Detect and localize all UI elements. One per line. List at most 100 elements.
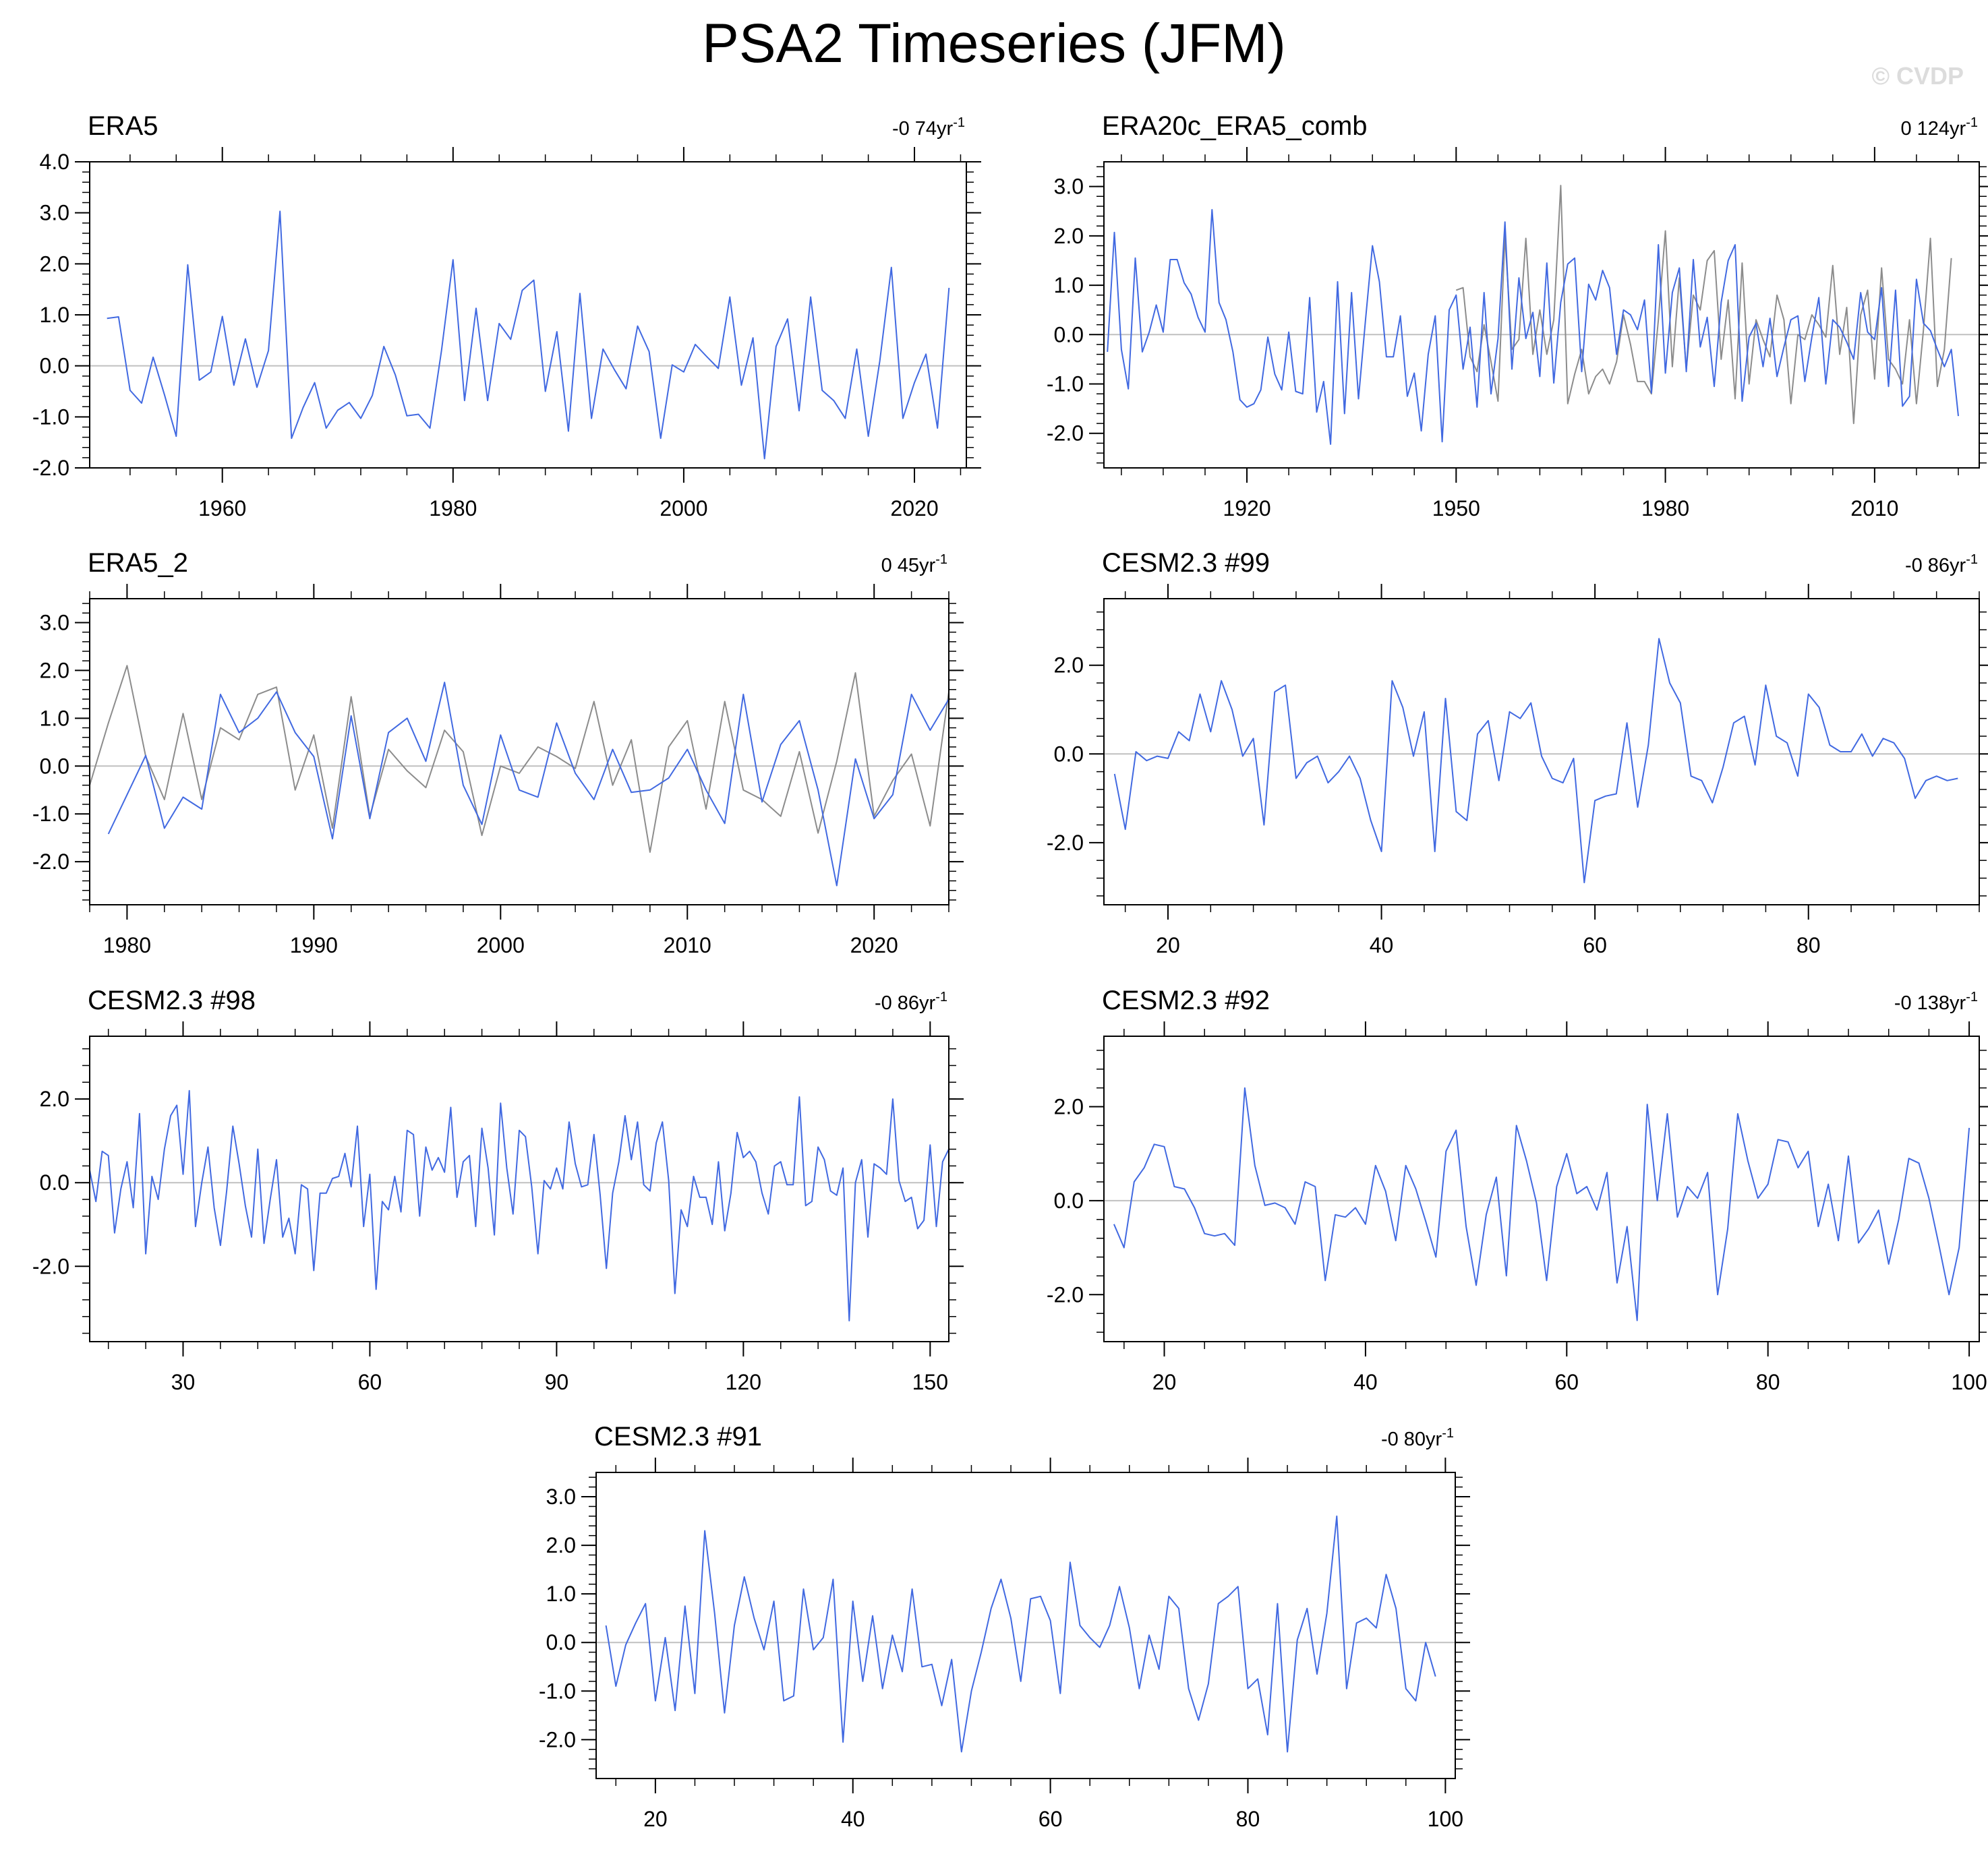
x-tick-label: 1980 <box>103 933 151 957</box>
series-line-primary <box>107 682 949 887</box>
plot-frame <box>89 598 949 905</box>
panel-title: CESM2.3 #92 <box>1102 986 1270 1015</box>
trend-exponent: -1 <box>953 115 965 130</box>
y-tick-label: -2.0 <box>1047 831 1084 855</box>
x-tick-label: 1950 <box>1432 496 1480 520</box>
x-tick-label: 2020 <box>890 496 938 520</box>
x-tick-label: 2020 <box>850 933 898 957</box>
x-tick-label: 2000 <box>477 933 525 957</box>
y-tick-label: -2.0 <box>32 849 69 874</box>
plot-frame <box>1103 161 1980 469</box>
x-tick-label: 1980 <box>429 496 477 520</box>
x-tick-label: 80 <box>1796 933 1821 957</box>
y-tick-label: 4.0 <box>40 150 69 174</box>
plot-frame <box>595 1472 1456 1779</box>
y-tick-label: 1.0 <box>40 303 69 327</box>
series-line-primary <box>1113 638 1958 884</box>
y-tick-label: 2.0 <box>1054 224 1084 248</box>
y-tick-label: -2.0 <box>1047 1282 1084 1307</box>
y-tick-label: 1.0 <box>546 1582 576 1606</box>
plot-frame <box>1103 598 1980 905</box>
chart-panel-6: -2.0 0.0 2.0 20 40 60 80 100 CESM2.3 #92 -0 138yr… <box>1047 986 1988 1394</box>
chart-panel-2: -2.0 -1.0 0.0 1.0 2.0 3.0 1920 1950 1980 2010 ERA2… <box>1047 111 1988 520</box>
x-tick-label: 2010 <box>1850 496 1898 520</box>
x-tick-label: 40 <box>841 1807 865 1831</box>
y-tick-label: 0.0 <box>546 1630 576 1654</box>
plot-frame <box>1103 1036 1980 1342</box>
y-tick-label: -1.0 <box>1047 372 1084 396</box>
x-tick-label: 90 <box>545 1370 569 1394</box>
panel-title: ERA5_2 <box>88 548 188 578</box>
trend-label: -0 80yr-1 <box>1381 1426 1454 1450</box>
series-line-primary <box>1113 1087 1970 1321</box>
panel-title: ERA5 <box>88 111 158 141</box>
y-tick-label: -2.0 <box>32 1254 69 1278</box>
chart-panel-4: -2.0 0.0 2.0 20 40 60 80 CESM2.3 #99 -0 86yr-1 <box>1047 548 1988 957</box>
series-line-primary <box>90 1089 949 1321</box>
x-tick-label: 1980 <box>1641 496 1689 520</box>
x-tick-label: 30 <box>171 1370 196 1394</box>
watermark: © CVDP <box>1871 62 1964 90</box>
panel-title: CESM2.3 #91 <box>594 1422 762 1452</box>
y-tick-label: 0.0 <box>1054 1189 1084 1213</box>
trend-exponent: -1 <box>1966 552 1978 567</box>
plot-frame <box>89 1036 949 1342</box>
x-tick-label: 20 <box>1156 933 1180 957</box>
series-line-secondary <box>1455 185 1952 425</box>
x-tick-label: 1920 <box>1223 496 1270 520</box>
series-line-primary <box>107 210 950 460</box>
y-tick-label: 3.0 <box>40 610 69 634</box>
y-tick-label: 3.0 <box>546 1485 576 1509</box>
y-tick-label: 2.0 <box>546 1533 576 1557</box>
chart-panel-7: -2.0 -1.0 0.0 1.0 2.0 3.0 20 40 60 80 100 CESM2.3 #… <box>539 1422 1470 1831</box>
y-tick-label: -1.0 <box>32 802 69 826</box>
y-tick-label: 0.0 <box>40 354 69 378</box>
trend-exponent: -1 <box>935 990 947 1005</box>
trend-label: -0 138yr-1 <box>1894 990 1978 1014</box>
x-tick-label: 120 <box>726 1370 761 1394</box>
trend-exponent: -1 <box>1966 115 1978 130</box>
y-tick-label: 2.0 <box>1054 1095 1084 1119</box>
x-tick-label: 20 <box>643 1807 668 1831</box>
trend-exponent: -1 <box>935 552 947 567</box>
y-tick-label: 1.0 <box>40 706 69 730</box>
y-tick-label: 2.0 <box>40 251 69 276</box>
y-tick-label: 3.0 <box>1054 175 1084 199</box>
y-tick-label: 0.0 <box>1054 322 1084 347</box>
x-tick-label: 2010 <box>664 933 711 957</box>
chart-panel-3: -2.0 -1.0 0.0 1.0 2.0 3.0 1980 1990 2000 2010 2020… <box>32 548 964 957</box>
page-title: PSA2 Timeseries (JFM) <box>702 13 1286 74</box>
x-tick-label: 100 <box>1951 1370 1987 1394</box>
series-line-primary <box>605 1515 1436 1753</box>
trend-label: -0 86yr-1 <box>1905 552 1978 576</box>
x-tick-label: 80 <box>1756 1370 1780 1394</box>
trend-label: -0 86yr-1 <box>875 990 947 1014</box>
y-tick-label: 0.0 <box>1054 742 1084 766</box>
x-tick-label: 60 <box>1555 1370 1579 1394</box>
trend-exponent: -1 <box>1442 1426 1454 1441</box>
series-line-secondary <box>90 665 949 853</box>
y-tick-label: -1.0 <box>539 1679 576 1703</box>
y-tick-label: 0.0 <box>40 754 69 778</box>
x-tick-label: 150 <box>912 1370 948 1394</box>
x-tick-label: 80 <box>1236 1807 1260 1831</box>
x-tick-label: 40 <box>1370 933 1394 957</box>
y-tick-label: 0.0 <box>40 1170 69 1195</box>
x-tick-label: 40 <box>1353 1370 1378 1394</box>
trend-label: 0 45yr-1 <box>881 552 947 576</box>
y-tick-label: -1.0 <box>32 405 69 429</box>
y-tick-label: 2.0 <box>40 658 69 682</box>
y-tick-label: 3.0 <box>40 201 69 225</box>
x-tick-label: 1960 <box>198 496 246 520</box>
trend-exponent: -1 <box>1966 990 1978 1005</box>
y-tick-label: 1.0 <box>1054 273 1084 297</box>
panel-title: CESM2.3 #98 <box>88 986 256 1015</box>
series-line-primary <box>1107 209 1959 445</box>
y-tick-label: -2.0 <box>32 456 69 480</box>
x-tick-label: 60 <box>1039 1807 1063 1831</box>
y-tick-label: -2.0 <box>539 1727 576 1752</box>
plot-frame <box>89 161 967 469</box>
x-tick-label: 20 <box>1152 1370 1177 1394</box>
x-tick-label: 60 <box>358 1370 382 1394</box>
